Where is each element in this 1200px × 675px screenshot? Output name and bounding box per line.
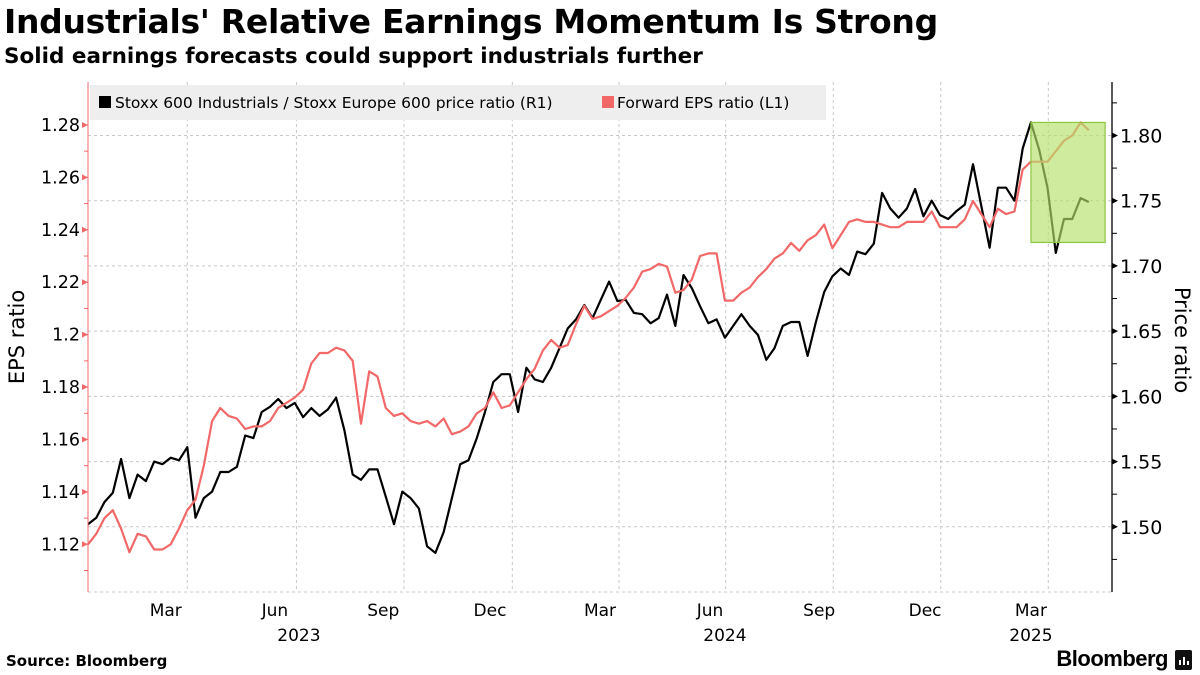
y-axis-left-tick: [82, 488, 88, 495]
y-axis-right-tick: [1112, 328, 1118, 335]
x-axis-month-label: Dec: [474, 601, 507, 621]
y-axis-left-tick: [82, 331, 88, 338]
y-axis-left-tick: [82, 384, 88, 391]
y-axis-left-tick-label: 1.16: [41, 430, 80, 450]
x-axis-month-label: Mar: [584, 601, 616, 621]
series-line-price-ratio: [87, 121, 1090, 555]
y-axis-left-tick: [82, 279, 88, 286]
gridlines: [88, 82, 1112, 593]
y-axis-right-tick: [1112, 523, 1118, 530]
y-axis-left-tick-label: 1.12: [41, 535, 80, 555]
y-axis-right-tick-label: 1.70: [1120, 256, 1162, 278]
y-axis-right-tick: [1112, 393, 1118, 400]
x-axis-year-label: 2024: [703, 626, 746, 646]
y-axis-left-tick-label: 1.24: [41, 221, 80, 241]
y-axis-left-tick: [82, 121, 88, 128]
x-axis-month-label: Jun: [261, 601, 289, 621]
y-axis-right-tick: [1112, 458, 1118, 465]
annotations: [1030, 121, 1106, 244]
y-axis-right-tick-label: 1.50: [1120, 517, 1162, 539]
y-axis-right-tick-label: 1.60: [1120, 386, 1162, 408]
axes: 1.12 1.14 1.16 1.18 1.2 1.22 1.24 1.26 1.28 1.50 1…: [41, 82, 1162, 646]
y-axis-right-tick-label: 1.80: [1120, 125, 1162, 147]
legend-swatch-eps-ratio: [602, 96, 614, 108]
y-axis-left-tick: [82, 541, 88, 548]
x-axis-year-label: 2023: [277, 626, 320, 646]
y-axis-right-tick-label: 1.65: [1120, 321, 1162, 343]
y-axis-left-tick: [82, 436, 88, 443]
x-axis-month-label: Sep: [803, 601, 835, 621]
y-axis-left-tick: [82, 174, 88, 181]
y-axis-right-tick: [1112, 262, 1118, 269]
y-axis-left-tick-label: 1.18: [41, 378, 80, 398]
legend-label-price-ratio: Stoxx 600 Industrials / Stoxx Europe 600…: [115, 94, 553, 112]
x-axis-month-label: Dec: [909, 601, 942, 621]
x-axis-month-label: Mar: [1015, 601, 1047, 621]
series-lines: [87, 121, 1090, 555]
x-axis-year-label: 2025: [1009, 626, 1052, 646]
chart-title: Industrials' Relative Earnings Momentum …: [4, 2, 938, 41]
y-axis-left-tick-label: 1.2: [52, 326, 80, 346]
chart-subtitle: Solid earnings forecasts could support i…: [4, 44, 703, 69]
y-axis-right-tick-label: 1.75: [1120, 191, 1162, 213]
y-axis-left-tick: [82, 226, 88, 233]
bloomberg-chart-icon: [1175, 650, 1192, 670]
y-axis-left-tick-label: 1.26: [41, 168, 80, 188]
y-axis-left-tick-label: 1.14: [41, 483, 80, 503]
x-axis-month-label: Mar: [150, 601, 182, 621]
series-line-eps-ratio: [87, 121, 1090, 554]
legend-swatch-price-ratio: [99, 96, 111, 108]
bloomberg-logo: Bloomberg: [1056, 646, 1168, 671]
legend-background: [90, 85, 826, 120]
y-axis-left-tick-label: 1.28: [41, 116, 80, 136]
y-axis-right-title: Price ratio: [1170, 287, 1194, 393]
x-axis-month-label: Jun: [696, 601, 724, 621]
source-note: Source: Bloomberg: [6, 652, 168, 670]
y-axis-right-tick: [1112, 132, 1118, 139]
legend-label-eps-ratio: Forward EPS ratio (L1): [617, 94, 789, 112]
y-axis-left-title: EPS ratio: [5, 290, 29, 384]
y-axis-right-tick-label: 1.55: [1120, 452, 1162, 474]
y-axis-right-tick: [1112, 197, 1118, 204]
legend: Stoxx 600 Industrials / Stoxx Europe 600…: [90, 85, 826, 120]
y-axis-left-tick-label: 1.22: [41, 273, 80, 293]
highlight-box: [1030, 121, 1106, 244]
x-axis-month-label: Sep: [367, 601, 399, 621]
